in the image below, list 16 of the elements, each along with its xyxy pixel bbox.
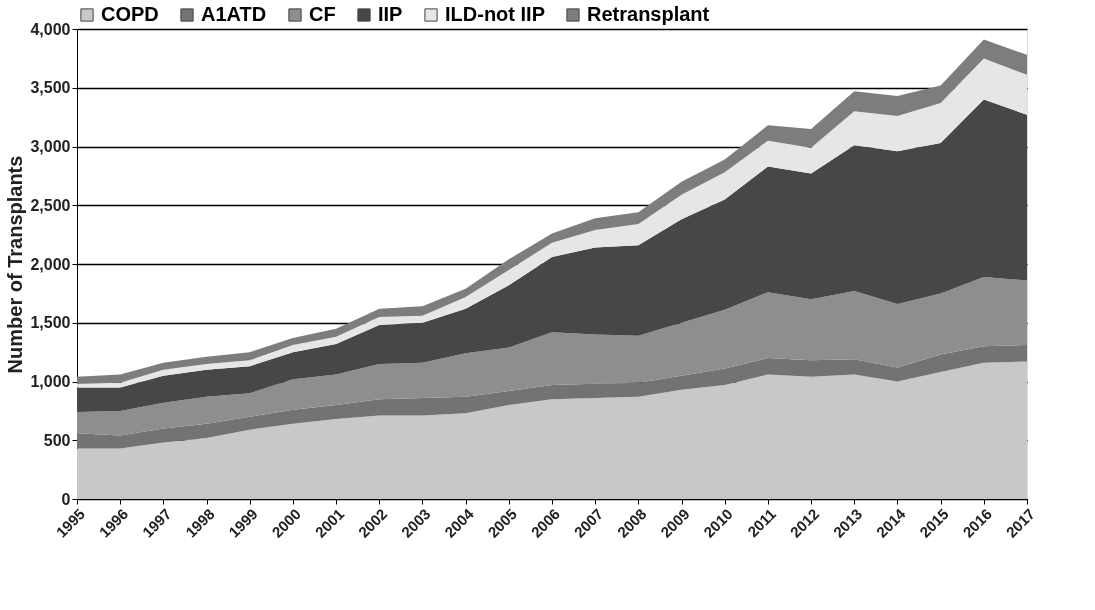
legend-label: COPD (101, 3, 159, 25)
y-tick-label: 500 (43, 431, 71, 449)
y-tick-label: 4,000 (30, 20, 71, 38)
legend-label: CF (309, 3, 336, 25)
y-axis-title: Number of Transplants (4, 155, 27, 374)
y-tick-label: 3,500 (30, 79, 71, 97)
legend-label: Retransplant (587, 3, 710, 25)
y-tick-label: 3,000 (30, 138, 71, 155)
legend-label: A1ATD (201, 3, 267, 25)
y-tick-label: 2,500 (30, 196, 71, 214)
legend-label: ILD-not IIP (445, 3, 545, 25)
y-tick-label: 1,500 (30, 314, 71, 332)
y-tick-label: 2,000 (30, 255, 71, 273)
y-tick-label: 1,000 (30, 373, 71, 390)
y-tick-label: 0 (61, 490, 71, 508)
legend-label: IIP (378, 3, 403, 25)
